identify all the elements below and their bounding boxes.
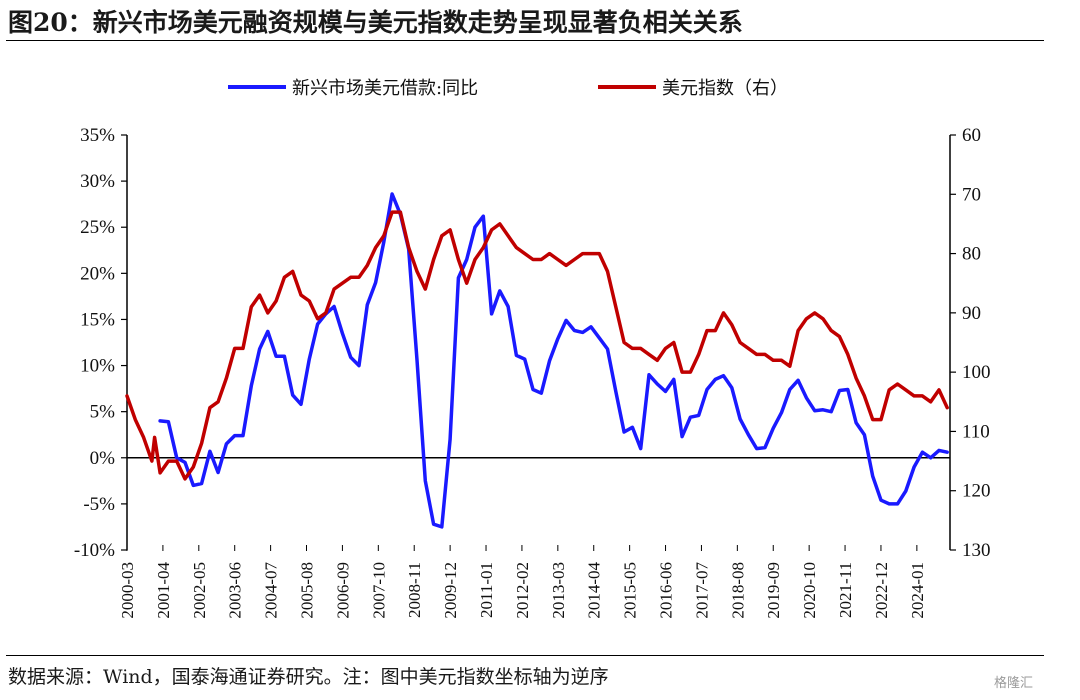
source-rule [6, 655, 1044, 656]
x-tick-label: 2004-07 [262, 562, 281, 619]
x-tick-label: 2024-01 [908, 562, 927, 619]
left-tick-label: 25% [80, 217, 115, 238]
x-tick-label: 2001-04 [154, 562, 173, 619]
x-tick-label: 2007-10 [369, 562, 388, 619]
x-tick-label: 2005-08 [298, 562, 317, 619]
x-tick-label: 2002-05 [190, 562, 209, 619]
left-tick-label: 35% [80, 125, 115, 146]
x-tick-label: 2019-09 [764, 562, 783, 619]
legend-label: 美元指数（右） [662, 78, 788, 99]
chart-title: 图20：新兴市场美元融资规模与美元指数走势呈现显著负相关关系 [8, 8, 743, 37]
left-tick-label: 10% [80, 356, 115, 377]
x-tick-label: 2016-06 [657, 562, 676, 619]
right-tick-label: 100 [962, 362, 991, 383]
x-tick-label: 2021-11 [836, 562, 855, 618]
x-tick-label: 2013-03 [549, 562, 568, 619]
x-tick-label: 2020-10 [800, 562, 819, 619]
right-tick-label: 110 [962, 421, 990, 442]
series-line-em-borrowing [158, 192, 949, 529]
x-tick-label: 2011-01 [477, 562, 496, 618]
x-tick-label: 2012-02 [513, 562, 532, 619]
x-tick-label: 2014-04 [585, 562, 604, 619]
series-line-dollar-index [125, 210, 949, 481]
left-tick-label: -10% [74, 540, 115, 561]
right-tick-label: 130 [962, 540, 991, 561]
watermark-logo: 格隆汇 [994, 676, 1034, 691]
legend-entry-dollar-index: 美元指数（右） [598, 78, 788, 99]
x-tick-label: 2008-11 [405, 562, 424, 618]
legend-label: 新兴市场美元借款:同比 [292, 78, 478, 99]
x-tick-label: 2009-12 [441, 562, 460, 619]
x-tick-label: 2006-09 [333, 562, 352, 619]
series-lines [125, 192, 949, 529]
x-tick-label: 2000-03 [118, 562, 137, 619]
x-tick-label: 2022-12 [872, 562, 891, 619]
right-tick-label: 80 [962, 244, 981, 265]
left-tick-label: 0% [90, 448, 116, 469]
right-tick-label: 60 [962, 125, 981, 146]
x-tick-label: 2018-08 [728, 562, 747, 619]
x-tick-label: 2015-05 [621, 562, 640, 619]
left-tick-label: 30% [80, 171, 115, 192]
title-rule [6, 40, 1044, 41]
left-tick-label: 5% [90, 402, 116, 423]
right-tick-label: 70 [962, 184, 981, 205]
left-tick-label: 20% [80, 263, 115, 284]
right-tick-label: 90 [962, 303, 981, 324]
x-tick-label: 2017-07 [692, 562, 711, 619]
left-tick-label: -5% [83, 494, 115, 515]
right-tick-label: 120 [962, 481, 991, 502]
x-tick-label: 2003-06 [226, 562, 245, 619]
source-note: 数据来源：Wind，国泰海通证券研究。注：图中美元指数坐标轴为逆序 [8, 666, 609, 688]
axes: -10% -5% 0% 5% 10% 15% 20% 25% 30% 35% 60 70 80 90 100… [74, 125, 991, 619]
legend: 新兴市场美元借款:同比 美元指数（右） [228, 78, 788, 99]
legend-entry-em-borrowing: 新兴市场美元借款:同比 [228, 78, 478, 99]
left-tick-label: 15% [80, 309, 115, 330]
